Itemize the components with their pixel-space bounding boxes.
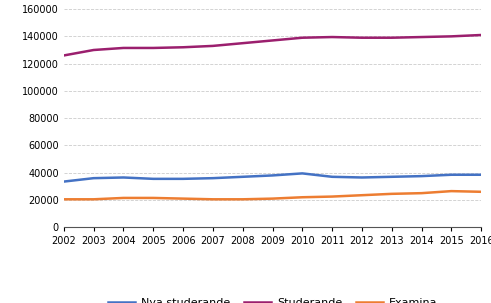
Studerande <box>359 36 365 39</box>
Nya studerande <box>300 171 305 175</box>
Studerande <box>478 33 484 37</box>
Examina <box>300 195 305 199</box>
Examina <box>359 193 365 197</box>
Examina <box>478 190 484 194</box>
Nya studerande <box>419 174 425 178</box>
Examina <box>180 197 186 201</box>
Studerande <box>240 42 246 45</box>
Examina <box>210 198 216 201</box>
Nya studerande <box>120 176 126 179</box>
Studerande <box>389 36 395 39</box>
Line: Studerande: Studerande <box>64 35 481 55</box>
Examina <box>448 189 454 193</box>
Examina <box>91 198 97 201</box>
Studerande <box>300 36 305 39</box>
Examina <box>329 195 335 198</box>
Nya studerande <box>240 175 246 179</box>
Studerande <box>180 45 186 49</box>
Legend: Nya studerande, Studerande, Examina: Nya studerande, Studerande, Examina <box>103 294 442 303</box>
Examina <box>150 196 156 200</box>
Examina <box>389 192 395 196</box>
Nya studerande <box>180 177 186 181</box>
Nya studerande <box>210 176 216 180</box>
Line: Examina: Examina <box>64 191 481 199</box>
Examina <box>61 198 67 201</box>
Nya studerande <box>448 173 454 177</box>
Nya studerande <box>270 174 275 177</box>
Studerande <box>150 46 156 50</box>
Nya studerande <box>329 175 335 179</box>
Studerande <box>91 48 97 52</box>
Studerande <box>270 39 275 42</box>
Nya studerande <box>359 176 365 179</box>
Nya studerande <box>91 176 97 180</box>
Nya studerande <box>478 173 484 177</box>
Studerande <box>120 46 126 50</box>
Studerande <box>448 35 454 38</box>
Examina <box>419 191 425 195</box>
Examina <box>120 196 126 200</box>
Studerande <box>329 35 335 39</box>
Nya studerande <box>61 180 67 183</box>
Studerande <box>61 54 67 57</box>
Studerande <box>419 35 425 39</box>
Studerande <box>210 44 216 48</box>
Examina <box>270 197 275 201</box>
Line: Nya studerande: Nya studerande <box>64 173 481 181</box>
Nya studerande <box>150 177 156 181</box>
Examina <box>240 198 246 201</box>
Nya studerande <box>389 175 395 179</box>
